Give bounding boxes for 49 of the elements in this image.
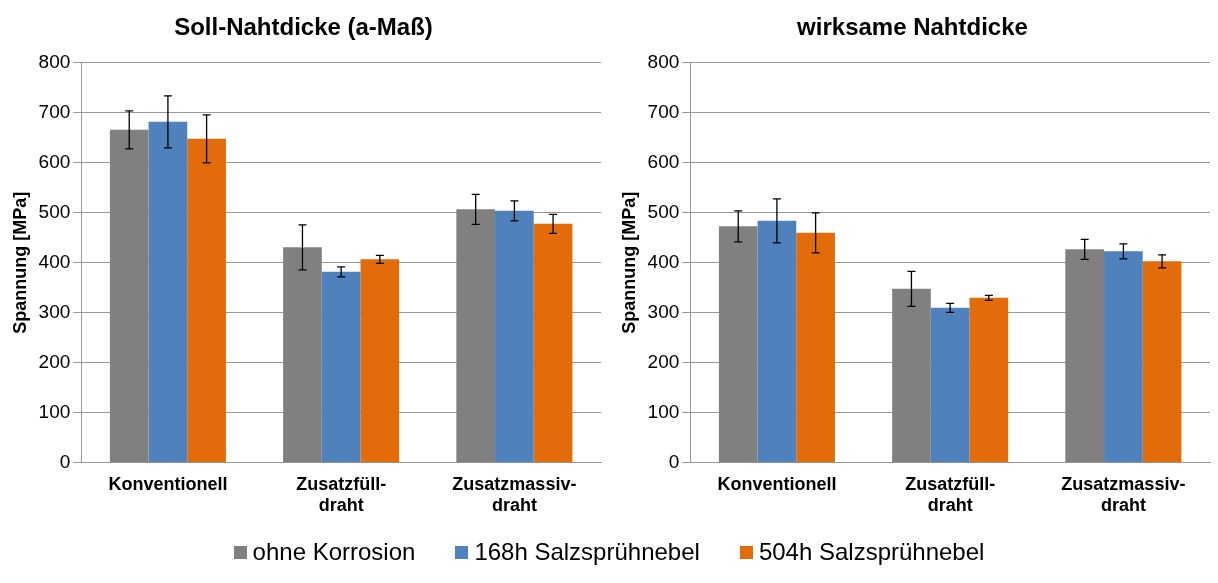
y-tick-label: 300 bbox=[38, 301, 71, 323]
y-tick-label: 700 bbox=[647, 101, 680, 123]
x-tick-label: Zusatzfüll-draht bbox=[296, 473, 387, 516]
bar bbox=[1104, 251, 1143, 463]
y-tick-label: 400 bbox=[647, 251, 680, 273]
y-tick-label: 0 bbox=[668, 451, 680, 473]
y-tick-label: 200 bbox=[647, 351, 680, 373]
bar bbox=[456, 209, 496, 463]
y-tick-label: 300 bbox=[647, 301, 680, 323]
y-tick-label: 100 bbox=[38, 401, 71, 423]
y-tick-label: 500 bbox=[647, 201, 680, 223]
chart-title: Soll-Nahtdicke (a-Maß) bbox=[174, 13, 433, 41]
bar bbox=[796, 232, 835, 463]
y-tick-label: 700 bbox=[38, 101, 71, 123]
y-tick-label: 600 bbox=[647, 151, 680, 173]
x-tick-label: Konventionell bbox=[108, 473, 228, 494]
bar bbox=[757, 220, 797, 463]
y-tick-label: 200 bbox=[38, 351, 71, 373]
x-tick-label: Zusatzfüll-draht bbox=[905, 473, 996, 516]
y-tick-label: 800 bbox=[647, 51, 680, 73]
y-tick-label: 800 bbox=[38, 51, 71, 73]
y-tick-label: 500 bbox=[38, 201, 71, 223]
bar bbox=[360, 259, 400, 463]
bar bbox=[283, 247, 322, 463]
bar bbox=[930, 307, 970, 463]
y-tick-label: 0 bbox=[59, 451, 71, 473]
x-tick-label: Zusatzmassiv-draht bbox=[452, 473, 577, 516]
bar bbox=[148, 121, 188, 463]
bar bbox=[109, 129, 149, 463]
bar bbox=[321, 271, 361, 463]
bar bbox=[495, 210, 534, 463]
y-axis-title: Spannung [MPa] bbox=[9, 191, 30, 334]
bar bbox=[1065, 249, 1105, 463]
bar bbox=[187, 138, 226, 463]
bar bbox=[718, 226, 758, 463]
legend-label: ohne Korrosion bbox=[252, 538, 416, 566]
x-tick-label: Konventionell bbox=[717, 473, 837, 494]
legend-label: 504h Salzsprühnebel bbox=[758, 538, 985, 566]
chart-title: wirksame Nahtdicke bbox=[796, 13, 1028, 41]
x-tick-label: Zusatzmassiv-draht bbox=[1061, 473, 1186, 516]
y-tick-label: 600 bbox=[38, 151, 71, 173]
y-tick-label: 400 bbox=[38, 251, 71, 273]
bar bbox=[892, 288, 931, 463]
y-axis-title: Spannung [MPa] bbox=[618, 191, 639, 334]
bar bbox=[533, 223, 573, 463]
legend-label: 168h Salzsprühnebel bbox=[474, 538, 700, 566]
y-tick-label: 100 bbox=[647, 401, 680, 423]
bar bbox=[969, 297, 1009, 463]
bar bbox=[1142, 261, 1182, 463]
